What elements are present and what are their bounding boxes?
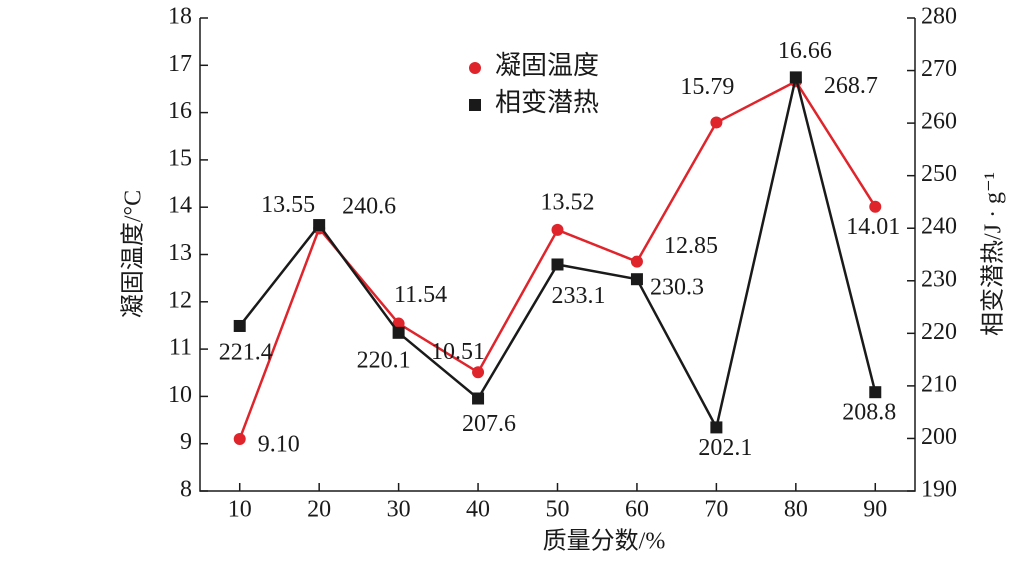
x-axis-label: 质量分数/% [543, 528, 666, 555]
y-tick-label: 10 [168, 382, 192, 408]
y-axis-label: 凝固温度/°C [120, 190, 147, 318]
y2-tick-label: 250 [921, 161, 957, 187]
data-label: 240.6 [342, 194, 396, 220]
data-label: 11.54 [394, 282, 447, 308]
y2-tick-label: 210 [921, 371, 957, 397]
y-tick-label: 11 [169, 335, 192, 361]
data-label: 220.1 [357, 347, 411, 373]
y2-tick-label: 270 [921, 56, 957, 82]
y-tick-label: 9 [180, 429, 192, 455]
data-label: 14.01 [846, 214, 900, 240]
data-label: 15.79 [680, 74, 734, 100]
x-tick-label: 90 [863, 497, 887, 523]
point [630, 273, 643, 286]
x-tick-label: 70 [704, 497, 728, 523]
y2-tick-label: 240 [921, 214, 957, 240]
y2-tick-label: 260 [921, 109, 957, 135]
data-label: 207.6 [462, 411, 516, 437]
data-label: 202.1 [698, 435, 752, 461]
y-tick-label: 16 [168, 98, 192, 124]
point [551, 258, 564, 271]
y2-tick-label: 280 [921, 4, 957, 30]
data-label: 268.7 [824, 73, 878, 99]
point [233, 432, 246, 445]
y-tick-label: 15 [168, 145, 192, 171]
point [869, 386, 882, 399]
y-tick-label: 17 [168, 51, 192, 77]
data-label: 230.3 [650, 275, 704, 301]
point [869, 200, 882, 213]
y-tick-label: 18 [168, 4, 192, 30]
y-tick-label: 14 [168, 193, 192, 219]
series-line [238, 77, 877, 431]
y-tick-label: 12 [168, 287, 192, 313]
y2-tick-label: 230 [921, 266, 957, 292]
x-tick-label: 10 [228, 497, 252, 523]
y2-tick-label: 200 [921, 424, 957, 450]
point [392, 326, 405, 339]
data-label: 208.8 [842, 400, 896, 426]
data-label: 13.55 [261, 192, 315, 218]
point [392, 317, 405, 330]
point [472, 392, 485, 405]
x-tick-label: 30 [387, 497, 411, 523]
data-label: 12.85 [664, 233, 718, 259]
y-tick-label: 8 [180, 477, 192, 503]
legend-marker [469, 62, 481, 74]
x-tick-label: 80 [784, 497, 808, 523]
legend-marker [469, 99, 481, 111]
x-tick-label: 20 [307, 497, 331, 523]
x-tick-label: 50 [546, 497, 570, 523]
y2-tick-label: 190 [921, 477, 957, 503]
data-label: 16.66 [778, 38, 832, 64]
data-label: 221.4 [219, 339, 273, 365]
data-label: 13.52 [541, 189, 595, 215]
point [630, 255, 643, 268]
y2-axis-label: 相变潜热/J · g⁻¹ [980, 172, 1007, 336]
point [789, 71, 802, 84]
point [710, 116, 723, 129]
point [710, 421, 723, 434]
y2-tick-label: 220 [921, 319, 957, 345]
y-tick-label: 13 [168, 240, 192, 266]
point [313, 219, 326, 232]
legend-label: 凝固温度 [495, 51, 599, 80]
point [233, 319, 246, 332]
data-label: 233.1 [552, 283, 606, 309]
point [551, 223, 564, 236]
data-label: 9.10 [258, 431, 300, 457]
x-tick-label: 60 [625, 497, 649, 523]
legend-label: 相变潜热 [495, 88, 599, 117]
x-tick-label: 40 [466, 497, 490, 523]
point [472, 366, 485, 379]
data-label: 10.51 [431, 339, 485, 365]
